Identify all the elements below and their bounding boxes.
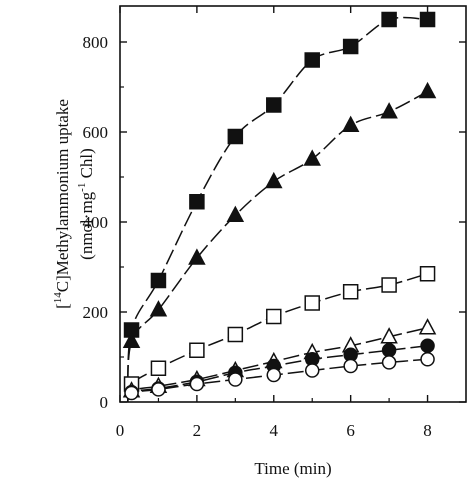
data-point-open-circle	[151, 382, 166, 397]
data-point-open-circle	[266, 367, 282, 383]
data-point-filled-square	[150, 272, 167, 289]
data-point-filled-triangle	[122, 331, 141, 348]
x-tick-label: 6	[346, 421, 355, 440]
data-point-filled-triangle	[149, 300, 168, 317]
data-point-filled-triangle	[303, 149, 321, 166]
x-tick-label: 4	[270, 421, 279, 440]
data-point-filled-triangle	[265, 171, 283, 189]
x-tick-label: 2	[193, 421, 202, 440]
y-tick-label: 400	[83, 213, 109, 232]
data-point-open-circle	[343, 358, 358, 374]
series-markers	[122, 11, 437, 401]
data-point-open-circle	[304, 363, 320, 378]
plot-frame	[119, 5, 467, 403]
data-point-filled-square	[419, 11, 436, 28]
data-point-filled-triangle	[418, 81, 437, 99]
series-line-open-circle	[126, 358, 428, 403]
data-point-open-square	[266, 308, 282, 325]
data-point-filled-square	[266, 97, 282, 113]
data-point-filled-square	[304, 52, 320, 68]
data-point-open-square	[419, 266, 436, 282]
series-line-open-square	[126, 273, 428, 403]
y-tick-label: 600	[83, 123, 109, 142]
data-point-open-circle	[228, 372, 243, 387]
x-tick-label: 8	[423, 421, 432, 440]
x-tick-label: 0	[116, 421, 125, 440]
series-line-filled-square	[126, 16, 428, 403]
data-point-filled-triangle	[188, 248, 206, 265]
data-point-open-square	[227, 326, 244, 343]
data-point-open-triangle	[380, 327, 398, 344]
data-point-filled-triangle	[341, 115, 360, 132]
data-point-filled-triangle	[380, 102, 398, 119]
y-axis-title-line1-post: C]Methylammonium uptake	[53, 99, 72, 292]
y-axis-title-line2-post: Chl)	[77, 148, 96, 182]
y-axis-title: [14C]Methylammonium uptake (nmol·mg-1 Ch…	[52, 99, 96, 309]
y-tick-label: 800	[83, 33, 109, 52]
data-point-open-square	[304, 295, 320, 311]
data-point-open-circle	[124, 385, 139, 401]
data-point-filled-triangle	[226, 205, 245, 222]
y-axis-title-line1-pre: [	[53, 303, 72, 309]
y-axis-title-line2-pre: (nmol·mg	[77, 191, 96, 259]
y-axis-title-line1: [14C]Methylammonium uptake	[52, 99, 72, 309]
data-point-open-circle	[189, 376, 205, 392]
data-point-open-circle	[420, 352, 435, 367]
x-axis-title: Time (min)	[254, 459, 331, 478]
y-axis-title-line2: (nmol·mg-1 Chl)	[76, 148, 96, 260]
data-point-open-triangle	[418, 318, 437, 335]
data-point-filled-circle	[420, 338, 435, 353]
series-lines	[126, 16, 428, 403]
data-point-filled-square	[342, 38, 359, 55]
y-axis-title-line2-sup: -1	[76, 183, 88, 192]
data-point-open-square	[381, 277, 397, 293]
data-point-filled-square	[189, 194, 205, 210]
y-axis-title-line1-sup: 14	[52, 292, 64, 304]
data-point-open-circle	[381, 355, 397, 370]
data-point-open-square	[150, 360, 167, 376]
series-line-filled-circle	[126, 345, 428, 403]
axis-ticks: 0 2 4 6 8 0 200 400 600 800	[83, 6, 466, 440]
series-line-open-triangle	[126, 327, 428, 403]
y-tick-label: 0	[100, 393, 109, 412]
data-point-filled-square	[381, 11, 397, 28]
data-point-open-square	[189, 342, 205, 358]
data-point-filled-square	[227, 128, 244, 145]
y-tick-label: 200	[83, 303, 109, 322]
series-line-filled-triangle	[126, 90, 428, 403]
data-point-filled-circle	[381, 343, 397, 358]
data-point-open-square	[342, 284, 359, 300]
